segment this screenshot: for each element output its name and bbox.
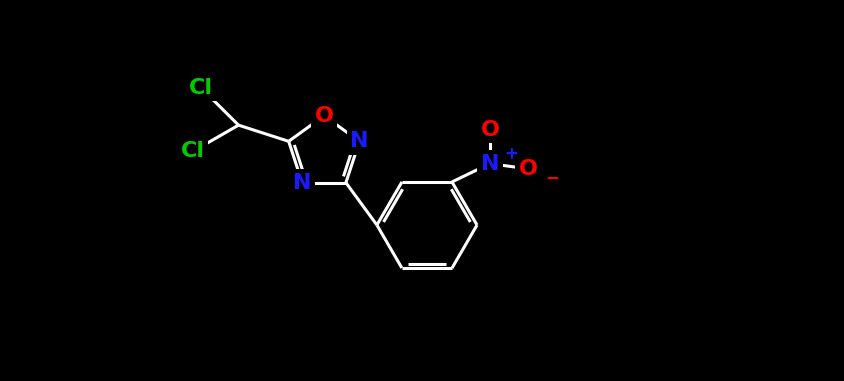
- Text: Cl: Cl: [189, 78, 214, 98]
- Text: Cl: Cl: [181, 141, 205, 161]
- Text: N: N: [293, 173, 311, 193]
- Text: O: O: [518, 159, 538, 179]
- Text: −: −: [545, 168, 559, 186]
- Text: N: N: [350, 131, 369, 151]
- Text: +: +: [505, 145, 518, 163]
- Text: O: O: [480, 120, 500, 139]
- Text: N: N: [481, 154, 499, 174]
- Text: O: O: [315, 106, 333, 126]
